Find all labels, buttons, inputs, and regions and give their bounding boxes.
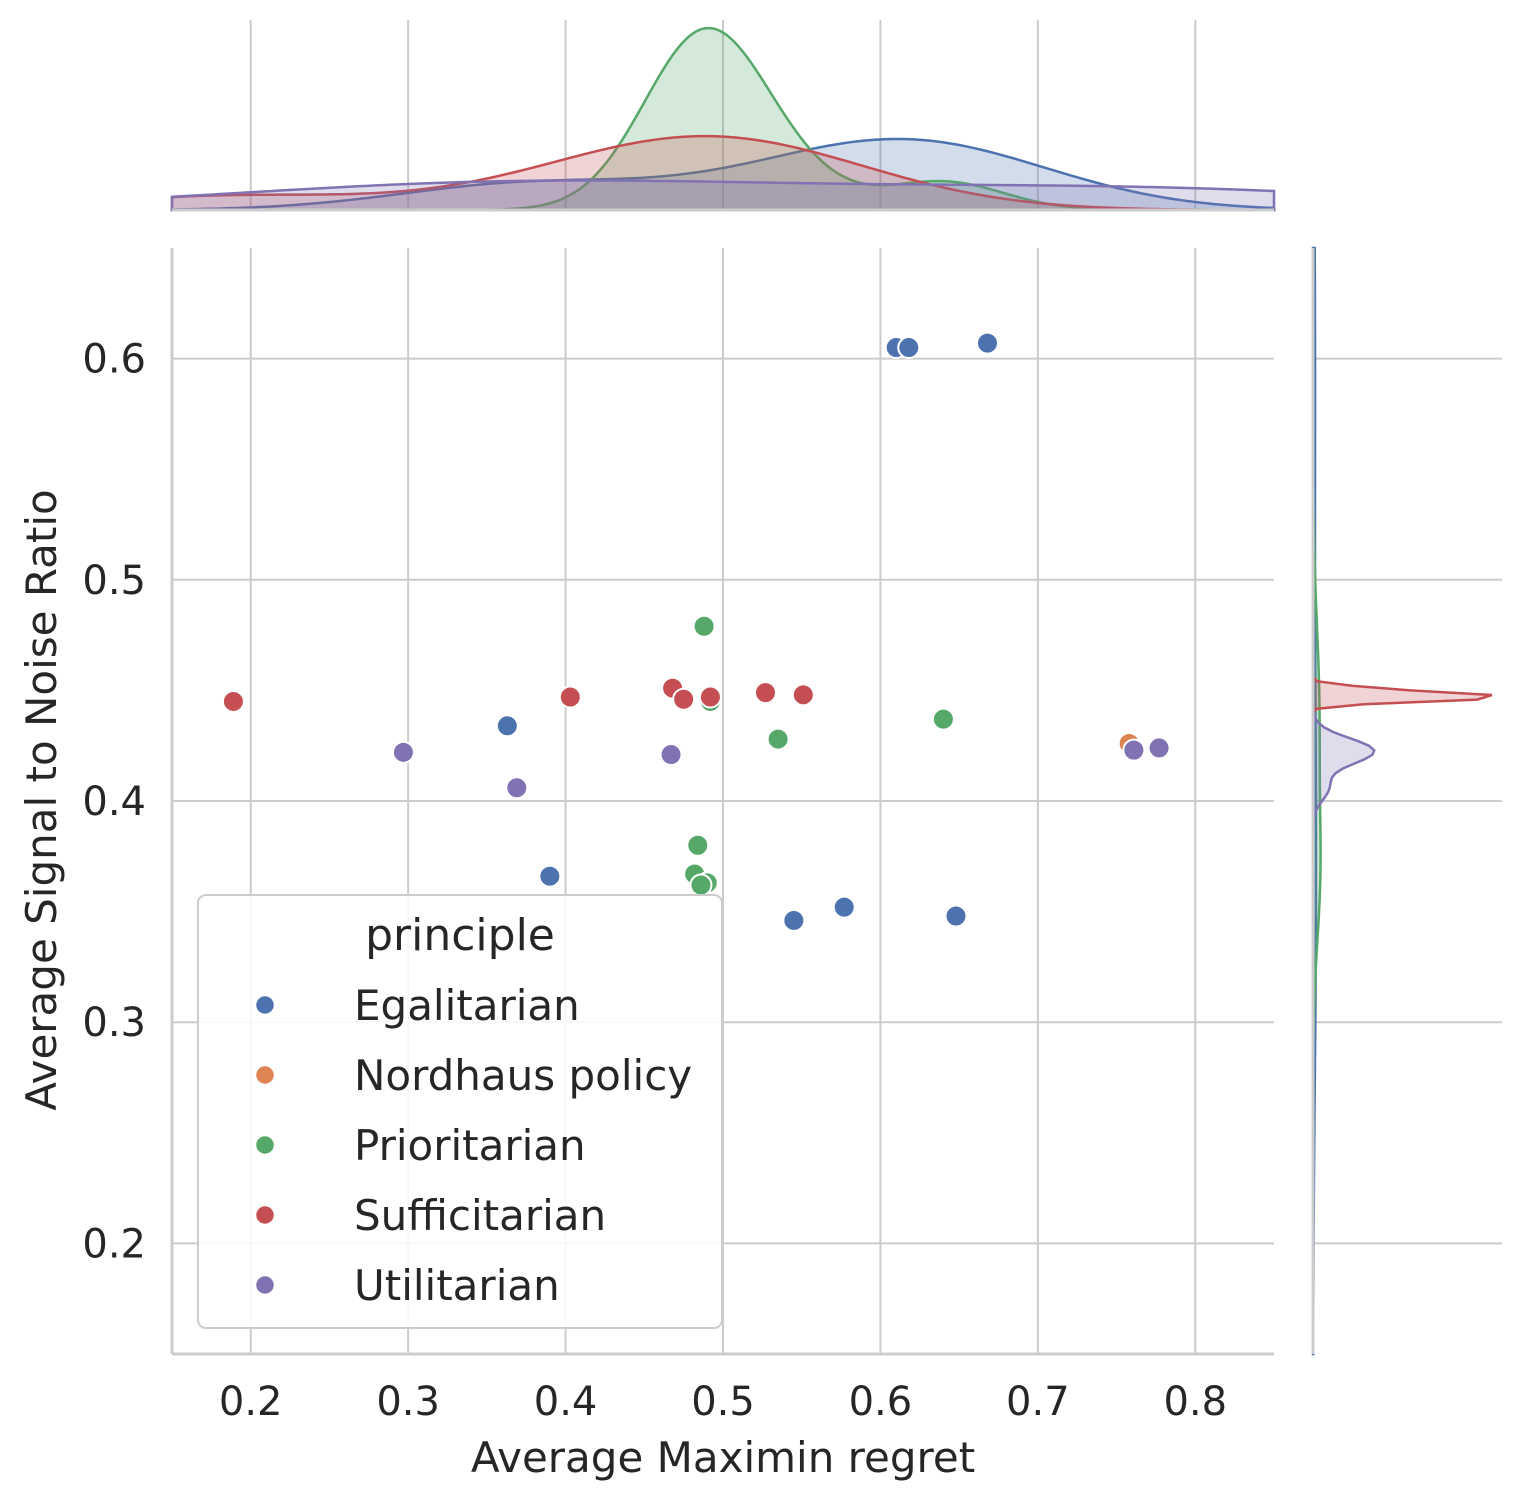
data-point bbox=[495, 714, 519, 738]
y-tick-label: 0.5 bbox=[82, 558, 146, 604]
legend: principle Egalitarian Nordhaus policy Prio… bbox=[197, 894, 723, 1329]
legend-marker bbox=[254, 994, 276, 1016]
data-point bbox=[754, 681, 778, 705]
data-point bbox=[692, 614, 716, 638]
data-point bbox=[538, 864, 562, 888]
legend-marker bbox=[254, 1134, 276, 1156]
data-point bbox=[931, 707, 955, 731]
data-point bbox=[698, 685, 722, 709]
y-tick-label: 0.6 bbox=[82, 337, 146, 383]
top-marginal-kde bbox=[170, 26, 1276, 212]
scatter-points bbox=[221, 331, 1171, 932]
data-point bbox=[558, 685, 582, 709]
data-point bbox=[975, 331, 999, 355]
x-tick-label: 0.3 bbox=[376, 1379, 440, 1425]
top-kde-curve bbox=[170, 134, 1276, 212]
x-tick-label: 0.4 bbox=[534, 1379, 598, 1425]
legend-box bbox=[197, 894, 723, 1329]
data-point bbox=[1147, 736, 1171, 760]
tick-labels: 0.2 0.3 0.4 0.5 0.6 0.7 0.8 0.2 0.3 0.4 0.5 0.6 bbox=[82, 337, 1227, 1425]
y-tick-label: 0.3 bbox=[82, 1000, 146, 1046]
legend-marker bbox=[254, 1204, 276, 1226]
x-tick-label: 0.5 bbox=[691, 1379, 755, 1425]
x-axis-title: Average Maximin regret bbox=[471, 1433, 975, 1482]
legend-label: Egalitarian bbox=[354, 981, 580, 1030]
data-point bbox=[672, 687, 696, 711]
data-point bbox=[659, 743, 683, 767]
legend-label: Prioritarian bbox=[354, 1121, 586, 1170]
legend-marker bbox=[254, 1064, 276, 1086]
legend-label: Nordhaus policy bbox=[354, 1051, 692, 1100]
y-axis-title: Average Signal to Noise Ratio bbox=[17, 489, 66, 1110]
x-tick-label: 0.7 bbox=[1006, 1379, 1070, 1425]
x-tick-label: 0.6 bbox=[849, 1379, 913, 1425]
data-point bbox=[791, 683, 815, 707]
data-point bbox=[686, 833, 710, 857]
y-tick-label: 0.2 bbox=[82, 1221, 146, 1267]
legend-items: Egalitarian Nordhaus policy Prioritarian Su… bbox=[254, 981, 692, 1310]
x-tick-label: 0.2 bbox=[219, 1379, 283, 1425]
data-point bbox=[689, 873, 713, 897]
data-point bbox=[782, 908, 806, 932]
top-kde-curve bbox=[170, 179, 1276, 212]
legend-label: Sufficitarian bbox=[354, 1191, 606, 1240]
data-point bbox=[221, 689, 245, 713]
y-tick-label: 0.4 bbox=[82, 779, 146, 825]
data-point bbox=[391, 740, 415, 764]
axes-layer bbox=[170, 208, 1315, 1356]
legend-title: principle bbox=[365, 910, 555, 961]
data-point bbox=[1122, 738, 1146, 762]
data-point bbox=[944, 904, 968, 928]
legend-label: Utilitarian bbox=[354, 1261, 560, 1310]
data-point bbox=[766, 727, 790, 751]
x-tick-label: 0.8 bbox=[1163, 1379, 1227, 1425]
data-point bbox=[832, 895, 856, 919]
data-point bbox=[897, 336, 921, 360]
data-point bbox=[505, 776, 529, 800]
legend-marker bbox=[254, 1274, 276, 1296]
